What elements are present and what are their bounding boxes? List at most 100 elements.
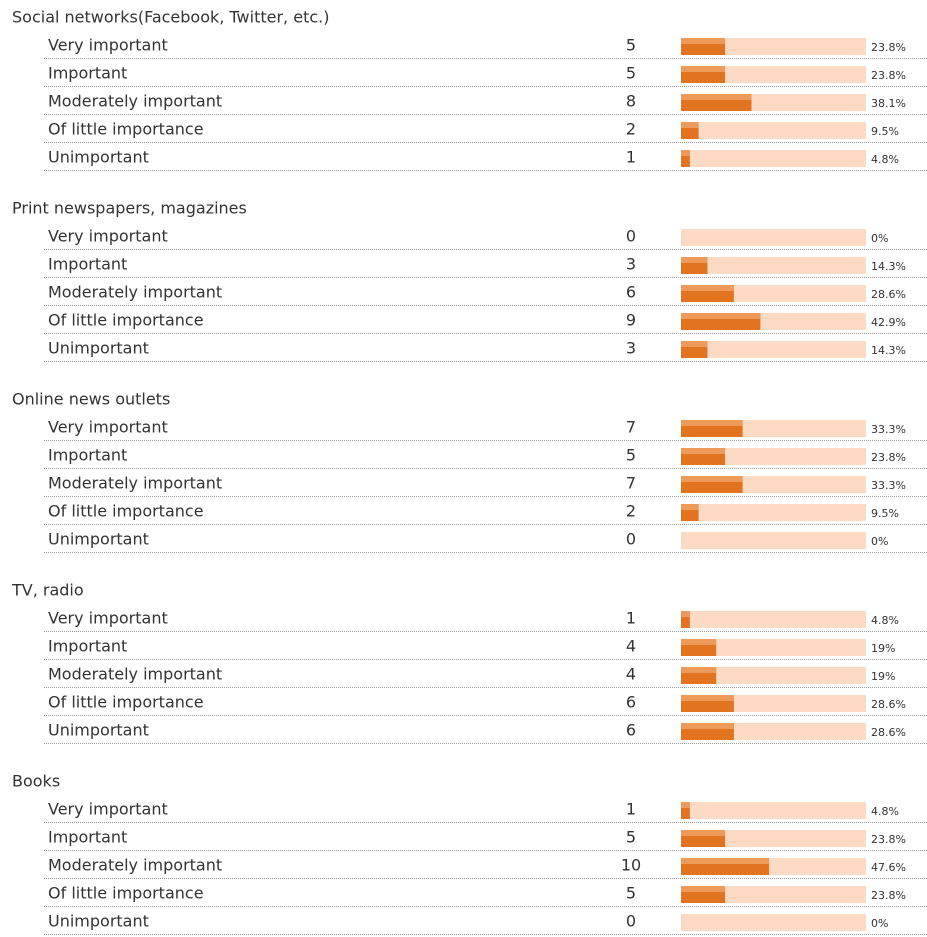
percent-label: 0%	[871, 232, 888, 245]
row-label: Of little importance	[48, 693, 204, 712]
percent-label: 0%	[871, 917, 888, 930]
bar-highlight	[681, 886, 726, 892]
row-count: 5	[626, 828, 636, 847]
row-count: 5	[626, 64, 636, 83]
row-count: 2	[626, 502, 636, 521]
bar-highlight	[681, 313, 761, 319]
bar-highlight	[681, 448, 726, 454]
bar-track	[681, 886, 866, 903]
percent-label: 9.5%	[871, 507, 899, 520]
bar-highlight	[681, 341, 708, 347]
percent-label: 23.8%	[871, 451, 906, 464]
row-count: 4	[626, 665, 636, 684]
row-count: 7	[626, 418, 636, 437]
row-count: 7	[626, 474, 636, 493]
row-count: 8	[626, 92, 636, 111]
row-label: Important	[48, 446, 127, 465]
percent-label: 14.3%	[871, 344, 906, 357]
row-label: Moderately important	[48, 856, 222, 875]
percent-label: 19%	[871, 642, 895, 655]
percent-label: 23.8%	[871, 889, 906, 902]
row-count: 3	[626, 255, 636, 274]
percent-label: 19%	[871, 670, 895, 683]
bar-highlight	[681, 122, 699, 128]
row-label: Of little importance	[48, 884, 204, 903]
bar-track	[681, 229, 866, 246]
bar-track	[681, 122, 866, 139]
row-count: 3	[626, 339, 636, 358]
section-title: TV, radio	[11, 581, 84, 600]
bar-highlight	[681, 639, 717, 645]
row-label: Very important	[48, 36, 168, 55]
row-label: Unimportant	[48, 148, 149, 167]
bar-highlight	[681, 858, 770, 864]
row-count: 6	[626, 721, 636, 740]
row-label: Moderately important	[48, 92, 222, 111]
row-label: Unimportant	[48, 530, 149, 549]
bar-track	[681, 639, 866, 656]
bar-track	[681, 830, 866, 847]
bar-highlight	[681, 504, 699, 510]
bar-highlight	[681, 38, 726, 44]
row-label: Unimportant	[48, 721, 149, 740]
percent-label: 4.8%	[871, 153, 899, 166]
bar-highlight	[681, 285, 734, 291]
percent-label: 4.8%	[871, 805, 899, 818]
bar-track	[681, 66, 866, 83]
percent-label: 28.6%	[871, 288, 906, 301]
percent-label: 23.8%	[871, 833, 906, 846]
row-label: Very important	[48, 609, 168, 628]
bar-highlight	[681, 611, 690, 617]
row-label: Moderately important	[48, 474, 222, 493]
percent-label: 42.9%	[871, 316, 906, 329]
row-label: Of little importance	[48, 502, 204, 521]
row-count: 5	[626, 884, 636, 903]
bar-highlight	[681, 476, 743, 482]
row-label: Important	[48, 637, 127, 656]
row-label: Unimportant	[48, 912, 149, 931]
row-label: Of little importance	[48, 120, 204, 139]
percent-label: 38.1%	[871, 97, 906, 110]
bar	[681, 611, 690, 628]
row-count: 0	[626, 912, 636, 931]
percent-label: 14.3%	[871, 260, 906, 273]
percent-label: 4.8%	[871, 614, 899, 627]
row-count: 1	[626, 148, 636, 167]
bar-track	[681, 667, 866, 684]
bar-track	[681, 448, 866, 465]
row-count: 2	[626, 120, 636, 139]
bar-track	[681, 914, 866, 931]
bar-highlight	[681, 66, 726, 72]
bar-track	[681, 257, 866, 274]
row-label: Moderately important	[48, 665, 222, 684]
percent-label: 23.8%	[871, 69, 906, 82]
row-count: 5	[626, 446, 636, 465]
bar-track	[681, 38, 866, 55]
row-count: 4	[626, 637, 636, 656]
row-label: Very important	[48, 800, 168, 819]
section-title: Social networks(Facebook, Twitter, etc.)	[12, 8, 329, 27]
section-title: Print newspapers, magazines	[12, 199, 247, 218]
bar-highlight	[681, 667, 717, 673]
percent-label: 9.5%	[871, 125, 899, 138]
bar-highlight	[681, 695, 734, 701]
row-count: 9	[626, 311, 636, 330]
row-label: Very important	[48, 227, 168, 246]
row-label: Important	[48, 64, 127, 83]
bar-highlight	[681, 420, 743, 426]
bar-highlight	[681, 94, 752, 100]
percent-label: 23.8%	[871, 41, 906, 54]
bar-highlight	[681, 802, 690, 808]
section-title: Online news outlets	[12, 390, 170, 409]
row-label: Of little importance	[48, 311, 204, 330]
row-count: 10	[621, 856, 641, 875]
row-label: Important	[48, 828, 127, 847]
bar-track	[681, 611, 866, 628]
percent-label: 33.3%	[871, 479, 906, 492]
bar-highlight	[681, 830, 726, 836]
bar-highlight	[681, 150, 690, 156]
bar-track	[681, 341, 866, 358]
row-label: Moderately important	[48, 283, 222, 302]
